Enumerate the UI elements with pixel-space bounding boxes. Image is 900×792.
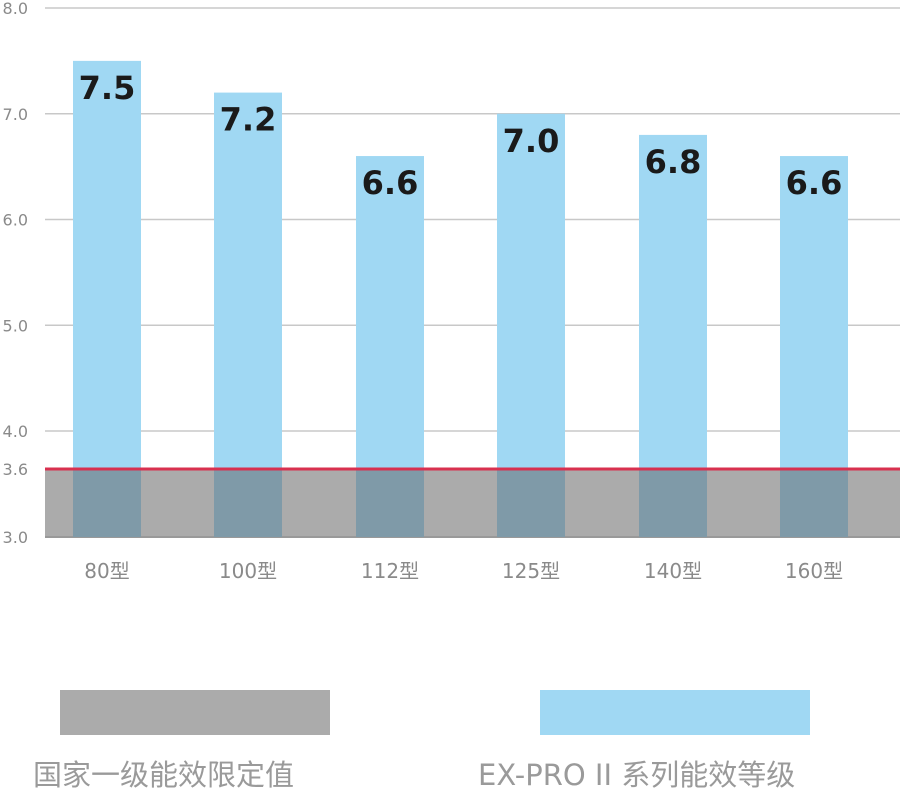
bar bbox=[639, 134, 707, 469]
x-tick-label: 80型 bbox=[84, 559, 129, 583]
bar-base bbox=[356, 469, 424, 537]
bar bbox=[780, 156, 848, 470]
x-tick-label: 160型 bbox=[785, 559, 843, 583]
x-tick-label: 140型 bbox=[644, 559, 702, 583]
data-label: 6.6 bbox=[362, 164, 419, 202]
y-tick-label: 6.0 bbox=[3, 211, 28, 230]
x-tick-label: 112型 bbox=[361, 559, 419, 583]
x-tick-label: 100型 bbox=[219, 559, 277, 583]
bar-base bbox=[214, 469, 282, 537]
bar-base bbox=[639, 469, 707, 537]
y-tick-label: 5.0 bbox=[3, 316, 28, 335]
y-tick-label: 8.0 bbox=[3, 0, 28, 18]
bar-base bbox=[73, 469, 141, 537]
legend-label-series: EX-PRO II 系列能效等级 bbox=[478, 758, 795, 792]
bar bbox=[73, 60, 141, 469]
x-tick-label: 125型 bbox=[502, 559, 560, 583]
y-tick-label: 7.0 bbox=[3, 105, 28, 124]
legend-label-reference: 国家一级能效限定值 bbox=[33, 758, 294, 792]
data-label: 6.8 bbox=[645, 143, 702, 181]
y-tick-label: 4.0 bbox=[3, 422, 28, 441]
bar bbox=[214, 92, 282, 469]
legend-swatch-series bbox=[540, 690, 810, 735]
y-tick-label: 3.0 bbox=[3, 528, 28, 547]
legend-swatch-reference bbox=[60, 690, 330, 735]
reference-band bbox=[45, 469, 900, 537]
bar-base bbox=[497, 469, 565, 537]
data-label: 7.2 bbox=[220, 101, 277, 139]
data-label: 6.6 bbox=[786, 164, 843, 202]
bar bbox=[497, 113, 565, 469]
data-label: 7.0 bbox=[503, 122, 560, 160]
data-label: 7.5 bbox=[79, 69, 136, 107]
bar-base bbox=[780, 469, 848, 537]
y-tick-label: 3.6 bbox=[3, 460, 28, 479]
bar bbox=[356, 156, 424, 470]
